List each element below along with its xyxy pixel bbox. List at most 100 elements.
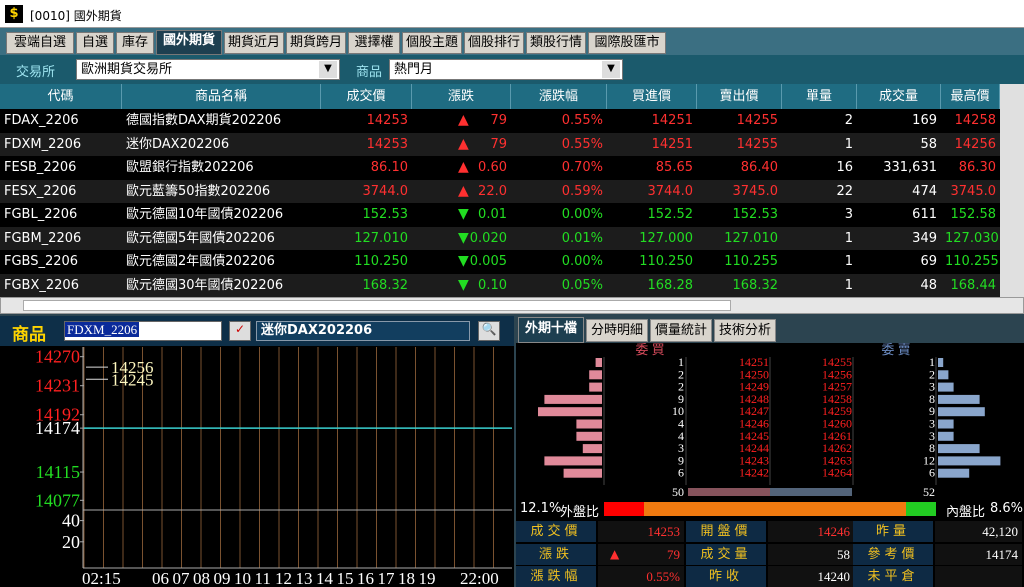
cell-value: 14253 [366,113,408,128]
tab[interactable]: 國外期貨 [156,30,222,55]
dropdown-button[interactable]: ▼ [602,61,620,78]
quote-value: 42,120 [935,521,1022,542]
cell-value: 168.44 [950,277,997,293]
tab[interactable]: 類股行情 [526,32,586,54]
tab[interactable]: 期貨跨月 [286,32,346,54]
tab[interactable]: 國際股匯市 [588,32,666,54]
trend-arrow: ▼ [458,229,469,246]
detail-tab[interactable]: 分時明細 [586,319,648,342]
buy-price: 14244 [739,441,769,455]
quote-value: 58 [768,543,854,565]
symbol: FDXM_2206 [4,136,82,152]
cell-value: 110.250 [354,254,408,269]
column-header: 漲跌幅 [511,84,607,109]
tab[interactable]: 雲端自選 [6,32,74,54]
sell-qty: 3 [929,380,935,394]
product-name: 迷你DAX202206 [256,321,470,341]
detail-tab[interactable]: 技術分析 [714,319,776,342]
detail-tabs: 外期十檔 分時明細 價量統計 技術分析 [516,316,1024,343]
cell-value: 3744.0 [647,183,694,199]
product-name: 歐元德國10年國債202206 [126,207,284,222]
sell-bar [938,468,970,478]
chart-bg [0,346,514,587]
quote-label: 成交量 [686,543,766,565]
tab[interactable]: 個股排行 [464,32,524,54]
cell-value: 1 [844,136,853,152]
ratio-bar: 12.1% 外盤比 內盤比 8.6% [516,499,1024,520]
buy-bar [589,382,602,392]
cell-value: 127.030 [945,230,999,246]
exchange-select[interactable]: 歐洲期貨交易所 ▼ [76,59,340,80]
buy-price: 14250 [739,367,769,381]
tab[interactable]: 期貨近月 [224,32,284,54]
quote-value: 14174 [935,543,1022,565]
sell-bar [938,358,944,367]
time-label: 17 [378,569,396,587]
inner-pct: 8.6% [990,501,1024,516]
search-button[interactable]: 🔍 [478,321,500,341]
quote-value: 79 [598,543,684,565]
row-bg [0,226,1000,250]
horizontal-scrollbar[interactable] [0,297,1024,314]
detail-tab[interactable]: 外期十檔 [518,317,584,343]
cell-value: 0.70% [561,160,603,175]
row-bg [0,203,1000,227]
buy-bar [595,358,602,367]
cell-value: 127.010 [354,230,408,246]
sell-qty: 8 [929,392,935,406]
tab[interactable]: 個股主題 [402,32,462,54]
cell-value: 3744.0 [362,183,409,199]
dropdown-button[interactable]: ▼ [319,61,337,78]
tab[interactable]: 選擇權 [348,32,400,54]
sell-price: 14262 [822,441,852,455]
price-tick-label: 14115 [36,462,80,482]
cell-value: 79 [490,113,507,128]
cell-value: 2 [844,113,853,128]
sell-bar [938,444,980,454]
product-name: 歐盟銀行指數202206 [126,160,254,175]
time-label: 15 [337,569,354,587]
buy-bar [576,431,602,441]
cell-value: 1 [844,230,853,246]
row-bg [0,250,1000,274]
row-bg [0,109,1000,133]
time-label: 08 [193,569,210,587]
product-select[interactable]: 熱門月 ▼ [389,59,623,80]
cell-value: 0.005 [469,254,507,269]
quote-label: 漲跌 [516,543,596,565]
cell-value: 86.40 [740,160,778,175]
symbol: FESB_2206 [4,160,77,175]
cell-value: 127.000 [639,230,693,246]
cell-value: 79 [490,136,507,152]
tab[interactable]: 自選 [76,32,114,54]
sell-bar [938,394,980,404]
trend-arrow: ▼ [458,206,469,222]
column-header: 商品名稱 [122,84,321,109]
time-label: 02:15 [82,569,121,587]
time-label: 10 [234,569,251,587]
tab[interactable]: 庫存 [116,32,154,54]
quote-value: 14253 [598,521,684,542]
code-input[interactable]: FDXM_2206 [64,321,222,341]
vertical-scrollbar[interactable] [1000,84,1024,297]
sell-qty: 3 [929,417,935,431]
cell-value: 0.60 [478,160,507,175]
detail-tab[interactable]: 價量統計 [650,319,712,342]
cell-value: 349 [912,230,937,246]
cell-value: 69 [920,254,937,269]
buy-price: 14245 [739,429,769,443]
price-tick-label: 14270 [35,347,80,367]
sell-price: 14260 [822,417,852,431]
buy-qty: 1 [678,355,684,369]
chart-button[interactable]: ✓ [229,321,251,341]
cell-value: 3745.0 [950,183,997,199]
scroll-thumb[interactable] [23,300,731,311]
symbol: FGBX_2206 [4,277,79,293]
cell-value: 86.10 [370,160,408,175]
app-icon: $ [5,5,23,23]
sell-bar [938,370,949,380]
time-label: 12 [275,569,292,587]
cell-value: 14251 [651,136,693,152]
